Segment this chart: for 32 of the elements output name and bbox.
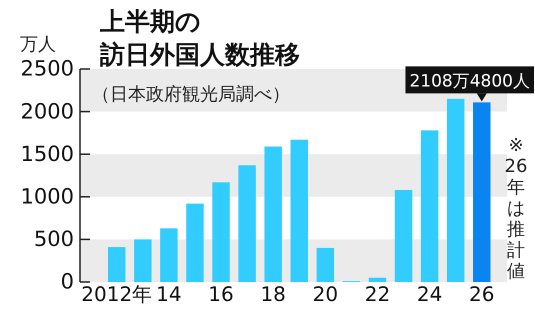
bar — [446, 98, 464, 282]
y-tick-label: 2500 — [20, 56, 74, 81]
bar — [290, 140, 308, 282]
x-tick-label: 2012年 — [81, 282, 152, 306]
y-tick-label: 500 — [34, 227, 74, 252]
bar — [368, 278, 386, 282]
bar — [108, 247, 126, 282]
x-tick-label: 16 — [208, 282, 234, 306]
x-tick-label: 20 — [312, 282, 338, 306]
bar — [394, 190, 412, 282]
bar — [212, 182, 230, 282]
x-tick-label: 26 — [469, 282, 494, 306]
text: （日本政府観光局調べ） — [92, 84, 290, 105]
bar — [264, 146, 282, 282]
y-axis-title: 万人 — [20, 34, 56, 55]
annotation: ※26年は推計値 — [504, 135, 528, 282]
chart-title: 上半期の訪日外国人数推移 — [99, 7, 300, 69]
bar — [420, 130, 438, 282]
y-tick-label: 1500 — [20, 142, 74, 166]
bar — [238, 165, 256, 282]
data-label: 2108万4800人 — [409, 71, 530, 92]
y-tick-label: 2000 — [20, 99, 74, 124]
y-tick-label: 1000 — [20, 184, 74, 209]
y-tick-label: 0 — [60, 270, 74, 294]
bar — [134, 239, 152, 282]
x-tick-label: 14 — [156, 282, 182, 306]
bar — [160, 228, 178, 282]
x-tick-label: 18 — [260, 282, 286, 306]
x-tick-label: 24 — [416, 282, 442, 306]
bar — [186, 204, 204, 282]
x-tick-label: 22 — [364, 282, 390, 306]
bar — [316, 248, 334, 282]
